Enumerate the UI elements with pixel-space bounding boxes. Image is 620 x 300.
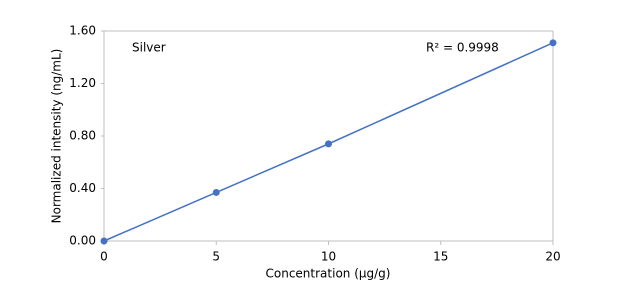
- series-line: [103, 42, 554, 242]
- x-tick-label: 5: [212, 250, 220, 264]
- data-point: [325, 140, 332, 148]
- data-point: [212, 188, 220, 196]
- x-tick-label: 0: [100, 250, 108, 264]
- x-axis-label: Concentration (μg/g): [266, 267, 391, 281]
- y-tick-label: 0.00: [69, 234, 96, 248]
- y-tick-label: 1.20: [69, 76, 96, 90]
- x-tick-label: 15: [433, 250, 448, 264]
- plot-frame: [103, 30, 554, 242]
- data-point: [100, 237, 108, 245]
- x-tick-label: 20: [545, 250, 560, 264]
- data-point: [549, 39, 557, 47]
- annotation: Silver: [132, 41, 166, 55]
- annotation: R² = 0.9998: [426, 41, 499, 55]
- y-axis-label: Normalized intensity (ng/mL): [50, 49, 64, 224]
- x-tick-label: 10: [321, 250, 336, 264]
- y-tick-label: 0.40: [69, 181, 96, 195]
- y-tick-label: 0.80: [69, 129, 96, 143]
- y-tick-label: 1.60: [69, 24, 96, 38]
